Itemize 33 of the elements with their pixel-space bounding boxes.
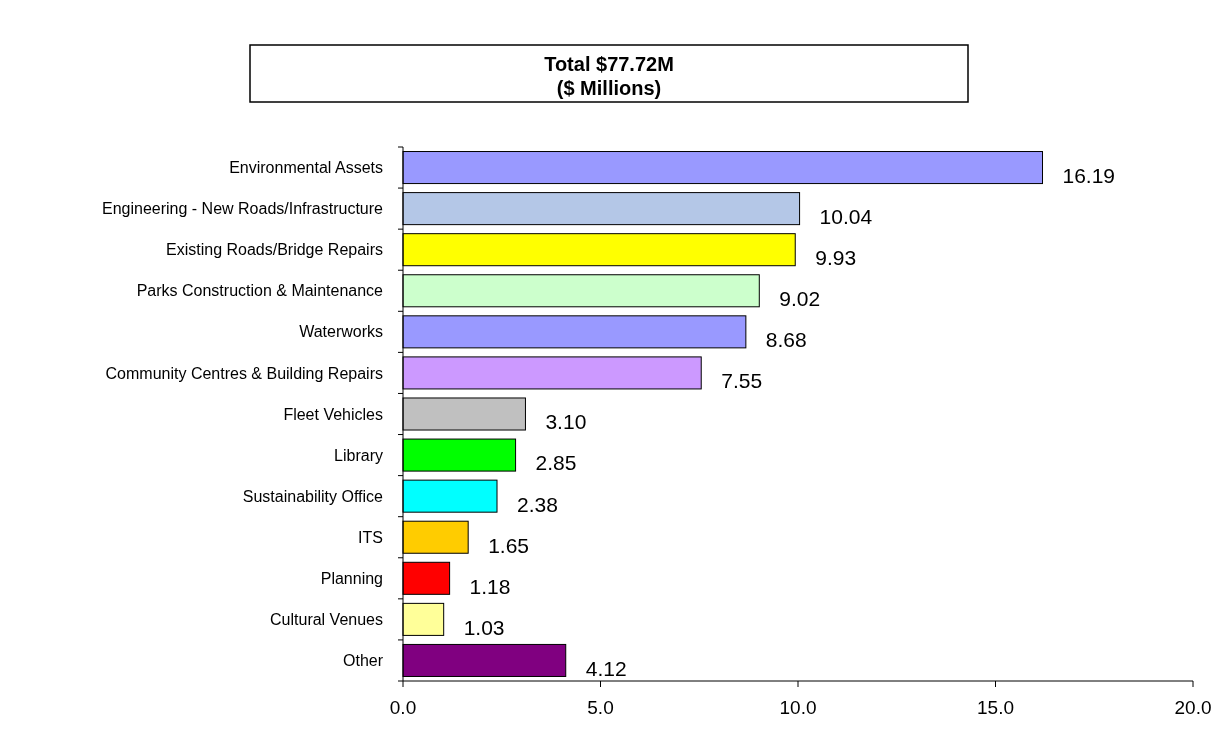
chart-title: Total $77.72M (544, 53, 674, 75)
data-label: 10.04 (819, 204, 873, 228)
x-tick-label: 10.0 (779, 697, 817, 718)
y-tick-label: Parks Construction & Maintenance (136, 282, 384, 300)
y-tick-label: Community Centres & Building Repairs (105, 364, 383, 382)
y-tick-label: Waterworks (299, 323, 383, 341)
y-tick-label: ITS (358, 528, 383, 546)
data-label: 2.38 (517, 492, 558, 516)
x-tick-label: 5.0 (587, 697, 614, 718)
data-label: 3.10 (545, 410, 587, 434)
data-label: 9.02 (779, 287, 821, 311)
data-label: 16.19 (1062, 163, 1116, 187)
data-label: 2.85 (535, 451, 577, 475)
y-tick-label: Fleet Vehicles (283, 405, 383, 423)
y-tick-label: Existing Roads/Bridge Repairs (166, 241, 383, 259)
y-tick-label: Cultural Venues (270, 610, 383, 628)
chart-subtitle: ($ Millions) (556, 77, 662, 99)
x-tick-label: 0.0 (389, 697, 417, 718)
data-label: 1.03 (463, 615, 505, 639)
y-tick-label: Environmental Assets (229, 159, 383, 177)
x-tick-label: 20.0 (1174, 697, 1212, 718)
data-label: 4.12 (585, 656, 627, 680)
data-label: 7.55 (721, 369, 763, 393)
x-tick-label: 15.0 (977, 697, 1014, 718)
data-label: 8.68 (765, 328, 807, 352)
y-tick-label: Other (342, 652, 384, 670)
y-tick-label: Sustainability Office (242, 487, 384, 505)
y-tick-label: Library (334, 446, 383, 464)
data-label: 1.18 (469, 574, 511, 598)
y-tick-label: Planning (320, 569, 383, 587)
data-label: 1.65 (488, 533, 530, 557)
y-tick-label: Engineering - New Roads/Infrastructure (101, 200, 384, 218)
data-label: 9.93 (815, 246, 857, 270)
